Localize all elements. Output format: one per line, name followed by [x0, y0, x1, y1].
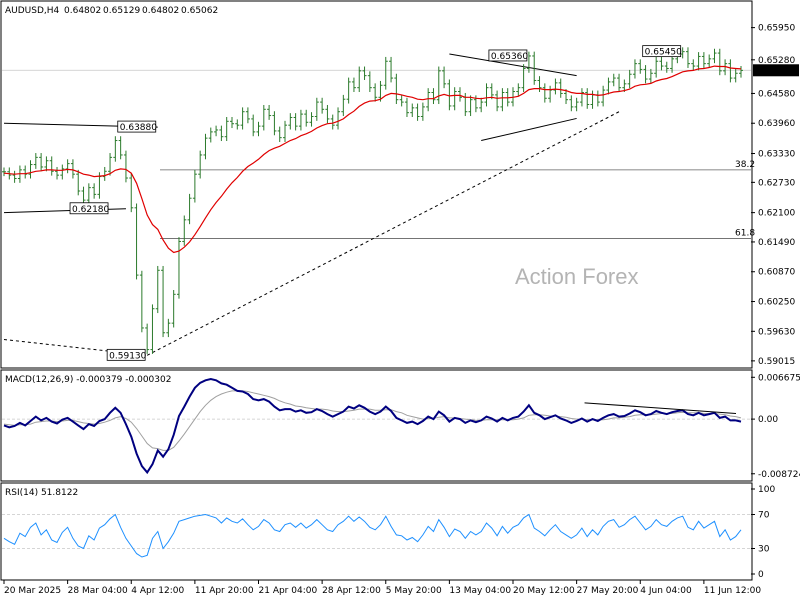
time-label-6: 5 May 20:00: [386, 586, 442, 596]
price-tick-label-7: 0.61490: [758, 238, 795, 248]
price-panel-frame: [0, 0, 753, 369]
trend-line-3: [481, 117, 577, 142]
macd-divergence-line: [584, 402, 737, 414]
price-tick-label-1: 0.65280: [758, 56, 795, 66]
price-series: [2, 47, 743, 356]
price-tag-box-2: [488, 49, 528, 62]
price-tag-box-4: [106, 348, 146, 361]
ohlc-close: 0.65062: [181, 6, 218, 16]
price-tick-label-2: 0.64580: [758, 89, 795, 99]
fib-level-label-0: 38.2: [735, 160, 755, 170]
price-tick-label-3: 0.63960: [758, 119, 795, 129]
ohlc-low: 0.64802: [142, 6, 179, 16]
price-tick-label-5: 0.62730: [758, 178, 795, 188]
price-tag-1: 0.62180: [72, 205, 109, 215]
price-tick-label-10: 0.59630: [758, 327, 795, 337]
time-label-4: 21 Apr 04:00: [259, 586, 318, 596]
price-tag-box-3: [642, 45, 682, 58]
price-tag-2: 0.65360: [491, 52, 528, 62]
rsi-panel-frame: [0, 482, 753, 581]
time-label-2: 4 Apr 12:00: [131, 586, 184, 596]
time-label-10: 4 Jun 04:00: [640, 586, 692, 596]
price-tick-label-8: 0.60870: [758, 268, 795, 278]
macd-tick-label-0: 0.006675: [758, 373, 800, 383]
fib-level-label-1: 61.8: [735, 229, 755, 239]
price-tag-0: 0.63880: [120, 123, 157, 133]
price-tick-label-0: 0.65950: [758, 24, 795, 34]
time-label-3: 11 Apr 20:00: [195, 586, 254, 596]
price-tick-label-4: 0.63330: [758, 150, 795, 160]
price-tick-label-11: 0.59015: [758, 357, 795, 367]
price-tick-label-6: 0.62100: [758, 209, 795, 219]
trend-line-2: [449, 53, 577, 77]
moving-average-line: [3, 65, 742, 254]
macd-panel-frame: [0, 369, 753, 482]
time-axis: 20 Mar 2025 28 Mar 04:00 4 Apr 12:00 11 Apr…: [3, 580, 761, 596]
macd-axis: 0.006675 0.00 -0.008724: [751, 373, 800, 480]
rsi-title: RSI(14) 51.8122: [5, 488, 78, 498]
rsi-tick-label-1: 70: [758, 511, 770, 521]
macd-plot: [2, 377, 751, 475]
watermark: Action Forex: [515, 264, 639, 289]
rsi-tick-label-2: 30: [758, 545, 770, 555]
rsi-tick-label-0: 100: [758, 485, 775, 495]
price-axis: 0.65950 0.65280 0.64580 0.63960 0.63330 0.627…: [751, 24, 799, 367]
macd-signal-line: [3, 390, 742, 451]
macd-line: [3, 377, 742, 475]
time-label-9: 27 May 20:00: [577, 586, 639, 596]
rsi-line: [3, 513, 742, 558]
current-price-box: [753, 64, 799, 77]
price-tag-box-0: [117, 120, 157, 133]
rsi-plot: [2, 513, 751, 558]
price-levels: 38.2 61.8: [2, 69, 755, 239]
ohlc-high: 0.65129: [103, 6, 140, 16]
price-tag-3: 0.65450: [645, 48, 682, 58]
rsi-axis: 100 70 30 0: [751, 485, 775, 580]
macd-tick-label-2: -0.008724: [758, 470, 800, 480]
macd-title: MACD(12,26,9) -0.000379 -0.000302: [5, 375, 171, 385]
time-label-8: 20 May 12:00: [513, 586, 575, 596]
time-label-5: 28 Apr 12:00: [322, 586, 381, 596]
time-label-7: 13 May 04:00: [449, 586, 511, 596]
price-labels: 0.63880 0.62180 0.65360 0.65450 0.59130: [69, 45, 682, 361]
price-tag-box-1: [69, 202, 109, 215]
symbol-label: AUDUSD,H4: [5, 6, 60, 16]
current-price-label: 0.65062: [758, 66, 795, 76]
macd-tick-label-1: 0.00: [758, 415, 778, 425]
time-label-11: 11 Jun 12:00: [704, 586, 761, 596]
price-tick-label-9: 0.60250: [758, 298, 795, 308]
price-tag-4: 0.59130: [109, 351, 146, 361]
rsi-tick-label-3: 0: [758, 570, 764, 580]
time-label-1: 28 Mar 04:00: [68, 586, 128, 596]
ohlc-open: 0.64802: [64, 6, 101, 16]
time-label-0: 20 Mar 2025: [4, 586, 61, 596]
trend-line-5: [146, 111, 620, 356]
